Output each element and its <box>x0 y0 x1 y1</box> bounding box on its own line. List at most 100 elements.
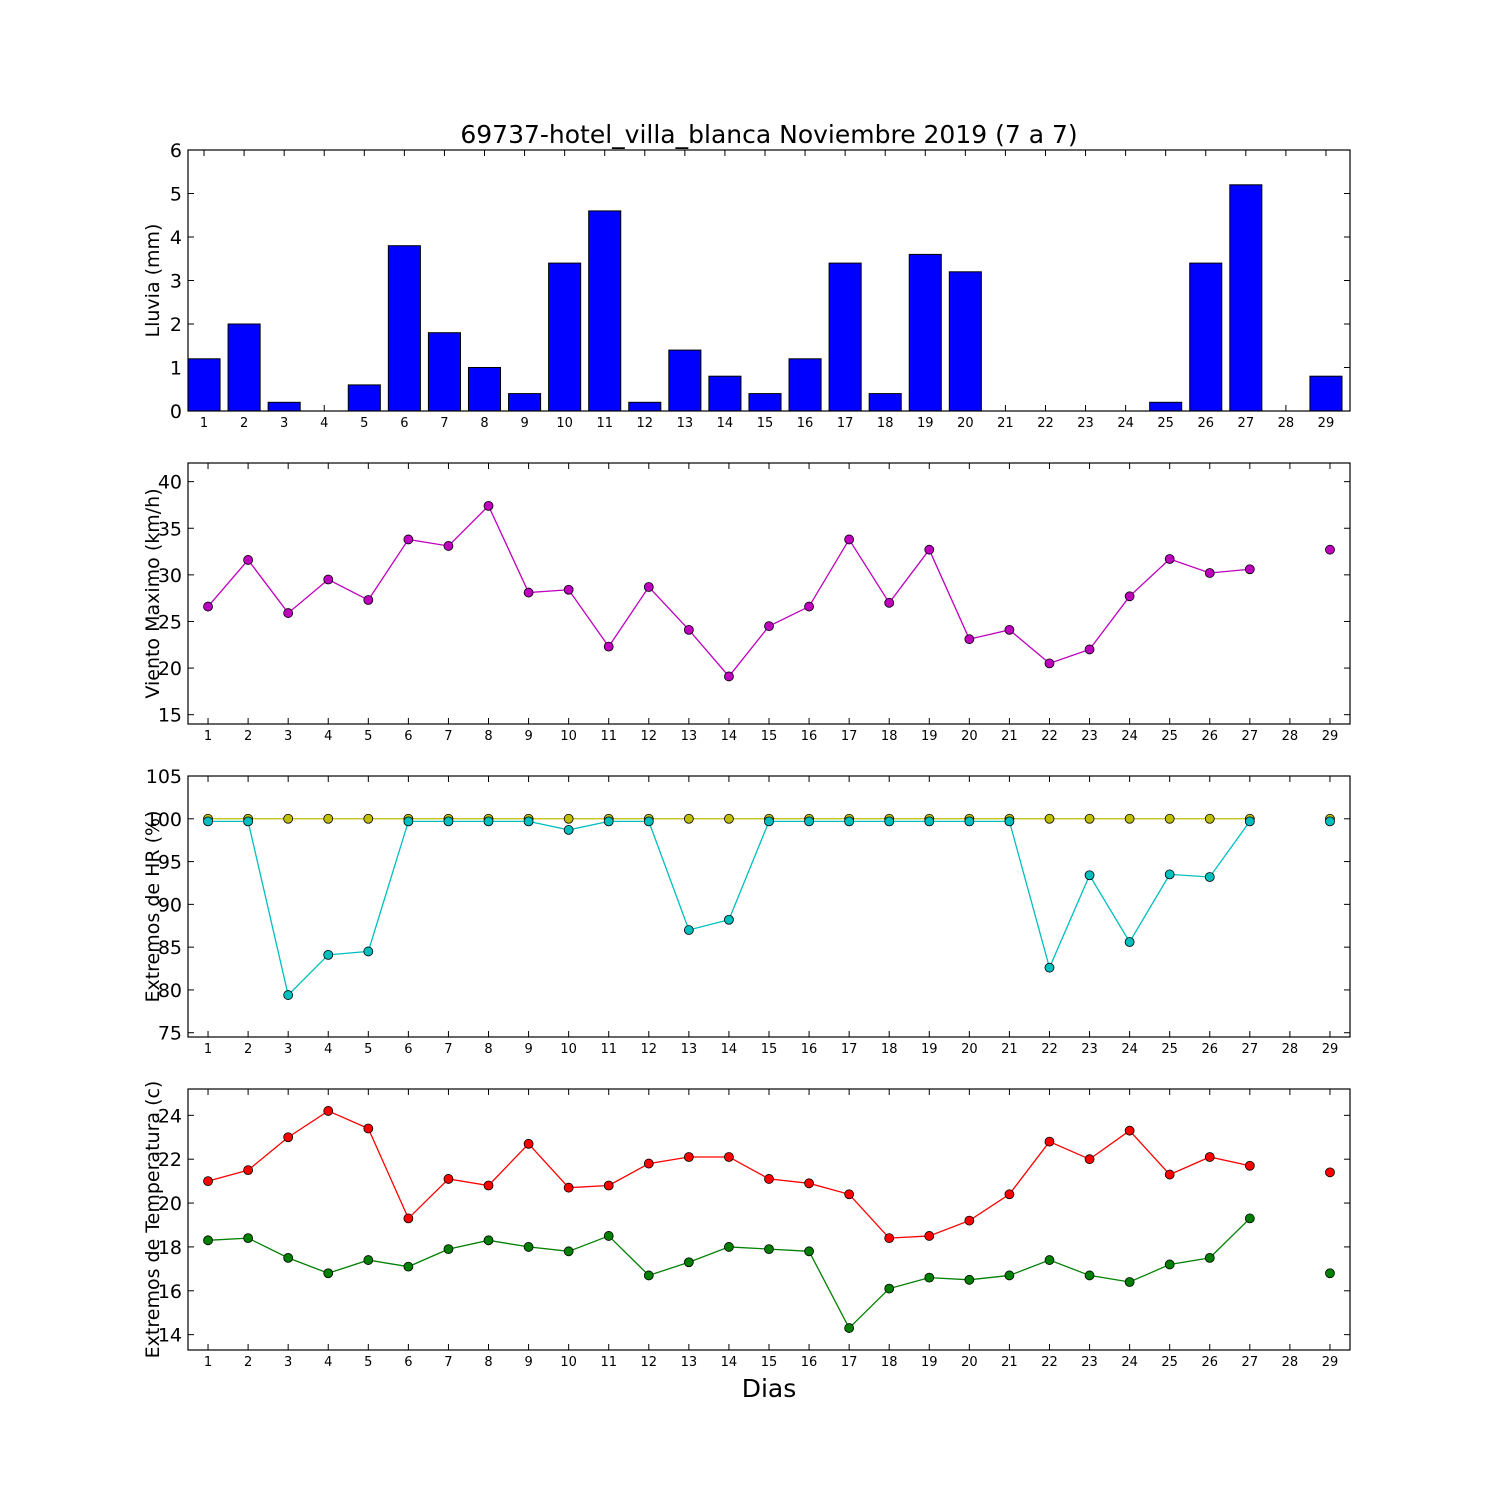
y-tick-label: 16 <box>158 1281 182 1303</box>
point-day-13 <box>683 925 694 935</box>
x-tick-label: 29 <box>1322 729 1339 744</box>
x-tick-label: 19 <box>917 416 934 431</box>
point-day-29 <box>1325 816 1335 827</box>
x-tick-label: 2 <box>244 1355 252 1370</box>
x-tick-label: 8 <box>484 1355 492 1370</box>
bar-day-25 <box>1149 401 1183 412</box>
point-day-6 <box>403 534 414 545</box>
point-day-13 <box>683 813 694 824</box>
x-tick-label: 24 <box>1117 416 1134 431</box>
point-day-20 <box>964 1274 975 1285</box>
bar-day-15 <box>748 393 782 412</box>
point-day-15 <box>764 816 774 827</box>
x-tick-label: 9 <box>524 1042 532 1057</box>
x-tick-label: 11 <box>596 416 613 431</box>
point-day-21 <box>1004 624 1015 635</box>
x-tick-label: 1 <box>204 1042 212 1057</box>
x-tick-label: 5 <box>364 1042 372 1057</box>
point-day-3 <box>283 990 294 1000</box>
point-day-11 <box>603 641 614 652</box>
x-tick-label: 26 <box>1201 1355 1218 1370</box>
x-tick-label: 29 <box>1318 416 1335 431</box>
x-tick-label: 1 <box>204 729 212 744</box>
x-tick-label: 8 <box>484 1042 492 1057</box>
x-tick-label: 4 <box>324 1355 332 1370</box>
point-day-22 <box>1044 1136 1055 1147</box>
y-tick-label: 40 <box>158 472 182 494</box>
point-day-18 <box>884 1233 895 1244</box>
point-day-12 <box>643 816 654 827</box>
point-day-27 <box>1244 564 1255 575</box>
x-tick-label: 12 <box>641 1355 658 1370</box>
chart-title: 69737-hotel_villa_blanca Noviembre 2019 … <box>460 120 1077 149</box>
point-day-29 <box>1325 1268 1335 1279</box>
x-tick-label: 20 <box>957 416 974 431</box>
point-day-20 <box>964 816 975 827</box>
point-day-20 <box>964 634 975 645</box>
point-day-15 <box>764 621 774 632</box>
x-tick-label: 20 <box>961 1042 978 1057</box>
x-tick-label: 21 <box>1001 1042 1018 1057</box>
x-tick-label: 28 <box>1282 1355 1299 1370</box>
point-day-22 <box>1044 1255 1055 1265</box>
point-day-15 <box>764 1244 774 1255</box>
x-tick-label: 12 <box>641 729 658 744</box>
x-tick-label: 2 <box>244 1042 252 1057</box>
y-tick-label: 2 <box>170 314 182 336</box>
x-tick-label: 24 <box>1121 1042 1138 1057</box>
y-axis-label: Lluvia (mm) <box>142 224 164 338</box>
point-day-3 <box>283 1132 294 1143</box>
point-day-13 <box>683 1257 694 1268</box>
bar-day-7 <box>427 332 461 412</box>
bar-day-19 <box>908 253 942 412</box>
axes-frame <box>187 775 1351 1038</box>
y-tick-label: 100 <box>146 809 182 831</box>
x-axis-label: Dias <box>742 1374 797 1403</box>
bar-day-26 <box>1189 262 1223 412</box>
point-day-24 <box>1124 1125 1135 1136</box>
point-day-26 <box>1204 1152 1215 1162</box>
x-tick-label: 16 <box>801 1042 818 1057</box>
point-day-7 <box>443 1174 454 1184</box>
point-day-26 <box>1204 568 1215 578</box>
y-tick-label: 1 <box>170 358 182 380</box>
point-day-22 <box>1044 658 1055 669</box>
point-day-5 <box>363 813 374 824</box>
x-tick-label: 20 <box>961 1355 978 1370</box>
x-tick-label: 18 <box>881 729 898 744</box>
y-axis-label: Extremos de HR (%) <box>142 810 164 1002</box>
y-tick-label: 14 <box>158 1325 182 1347</box>
y-tick-label: 22 <box>158 1149 182 1171</box>
y-tick-label: 35 <box>158 518 182 540</box>
point-day-11 <box>603 816 614 827</box>
point-day-16 <box>804 1178 814 1189</box>
point-day-3 <box>283 608 294 618</box>
point-day-18 <box>884 597 895 608</box>
x-tick-label: 28 <box>1278 416 1295 431</box>
x-tick-label: 10 <box>556 416 573 431</box>
x-tick-label: 25 <box>1161 729 1178 744</box>
x-tick-label: 14 <box>721 1042 738 1057</box>
x-tick-label: 18 <box>881 1355 898 1370</box>
point-day-4 <box>323 1106 334 1116</box>
x-tick-label: 11 <box>600 1355 617 1370</box>
bar-day-1 <box>187 358 221 412</box>
point-day-14 <box>724 813 734 824</box>
x-tick-label: 7 <box>440 416 448 431</box>
x-tick-label: 1 <box>200 416 208 431</box>
x-tick-label: 6 <box>404 729 412 744</box>
bar-day-16 <box>788 358 822 412</box>
x-tick-label: 22 <box>1041 1355 1058 1370</box>
x-tick-label: 25 <box>1161 1042 1178 1057</box>
point-day-19 <box>924 816 935 827</box>
x-tick-label: 17 <box>841 1042 858 1057</box>
x-tick-label: 18 <box>881 1042 898 1057</box>
point-day-29 <box>1325 1167 1335 1178</box>
bar-day-6 <box>387 245 421 412</box>
point-day-9 <box>523 816 534 827</box>
x-tick-label: 16 <box>801 729 818 744</box>
bar-day-27 <box>1229 184 1263 412</box>
x-tick-label: 13 <box>681 1042 698 1057</box>
